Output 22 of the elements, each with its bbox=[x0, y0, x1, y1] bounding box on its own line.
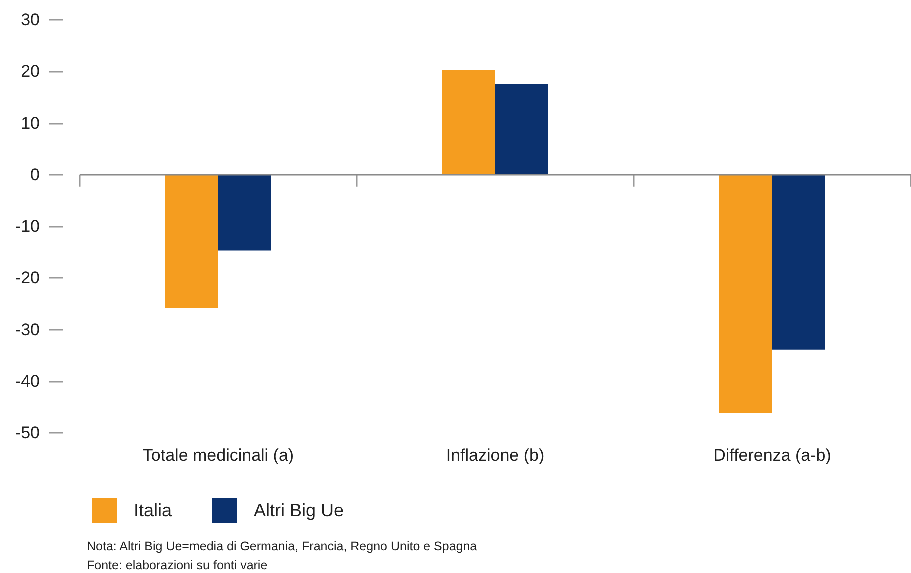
y-tick-label: -20 bbox=[15, 268, 40, 288]
y-tick-label: -50 bbox=[15, 424, 40, 442]
text: Nota: Altri Big Ue=media di Germania, Francia, Regno Unito e Spagna bbox=[87, 540, 478, 554]
bar bbox=[218, 174, 272, 251]
y-tick-label: -10 bbox=[15, 217, 40, 236]
y-tick-label: 0 bbox=[30, 165, 40, 184]
y-tick-label: -40 bbox=[15, 372, 40, 391]
y-tick-label: 20 bbox=[21, 62, 40, 82]
bar bbox=[496, 84, 548, 175]
bar bbox=[166, 174, 218, 308]
x-tick-label: Differenza (a-b) bbox=[714, 446, 832, 465]
y-tick-label: 30 bbox=[21, 10, 40, 30]
x-tick-label: Inflazione (b) bbox=[446, 446, 545, 465]
x-tick-label: Totale medicinali (a) bbox=[142, 446, 294, 465]
y-tick-label: -30 bbox=[15, 320, 40, 340]
legend-label: Altri Big Ue bbox=[254, 500, 344, 520]
bar bbox=[720, 174, 772, 414]
legend-label: Italia bbox=[134, 500, 174, 520]
y-tick-label: 10 bbox=[21, 114, 40, 133]
bar bbox=[772, 174, 826, 350]
bar bbox=[442, 70, 496, 175]
source-note: Fonte: elaborazioni su fonti varie bbox=[87, 558, 268, 572]
